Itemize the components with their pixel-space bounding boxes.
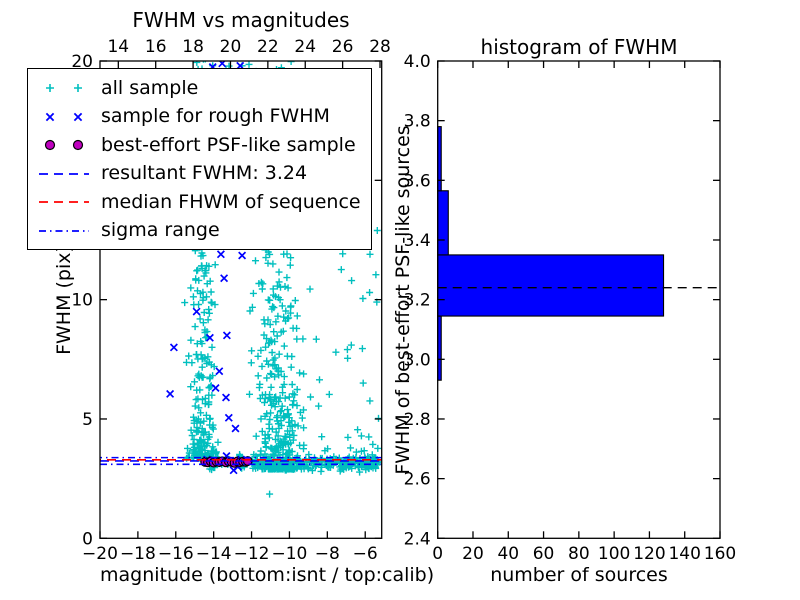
left-xtick-label: −20	[82, 544, 118, 564]
legend-marker-plus-icon	[46, 84, 82, 93]
right-ytick-label: 3.6	[404, 171, 431, 191]
left-xtick-label: −12	[234, 544, 270, 564]
left-xtick-label: −16	[158, 544, 194, 564]
right-xtick-label: 100	[598, 544, 630, 564]
right-ytick-label: 2.4	[404, 529, 431, 549]
legend-marker-circle-icon	[44, 140, 84, 151]
left-plot-ylabel: FWHM (pix)	[53, 245, 75, 355]
right-ytick-label: 2.8	[404, 410, 431, 430]
right-ytick-label: 3.2	[404, 291, 431, 311]
legend-marker-dashdot-icon	[39, 229, 89, 232]
legend-item-label: median FHWM of sequence	[101, 190, 361, 213]
left-top-xtick-label: 14	[107, 37, 129, 57]
left-plot-xlabel: magnitude (bottom:isnt / top:calib)	[100, 564, 435, 586]
right-ytick-label: 3.4	[404, 231, 431, 251]
left-plot-axes	[99, 60, 383, 539]
left-top-xtick-label: 24	[294, 37, 316, 57]
left-ytick-label: 10	[71, 291, 93, 311]
right-xtick-label: 40	[497, 544, 519, 564]
left-xtick-label: −8	[315, 544, 340, 564]
left-xtick-label: −10	[271, 544, 307, 564]
legend-item: all sample	[36, 74, 363, 103]
legend-item: resultant FWHM: 3.24	[36, 160, 363, 189]
right-plot-title: histogram of FWHM	[480, 35, 678, 59]
left-ytick-label: 20	[71, 52, 93, 72]
legend-marker-dashed-icon	[39, 201, 89, 204]
legend-marker-dashed-icon	[39, 172, 89, 175]
left-top-xtick-label: 16	[145, 37, 167, 57]
left-ytick-label: 0	[82, 529, 93, 549]
right-ytick-label: 3.8	[404, 112, 431, 132]
legend-item-label: sigma range	[101, 219, 220, 242]
right-plot-axes	[437, 60, 721, 539]
left-xtick-label: −14	[196, 544, 232, 564]
legend-item: sample for rough FWHM	[36, 103, 363, 132]
right-plot-xlabel: number of sources	[490, 564, 668, 586]
hist-bar	[437, 190, 449, 256]
legend: all sample sample for rough FWHM best-effo…	[27, 68, 372, 250]
legend-item-label: resultant FWHM: 3.24	[101, 162, 308, 185]
left-top-xtick-label: 18	[182, 37, 204, 57]
right-xtick-label: 60	[533, 544, 555, 564]
legend-item-label: sample for rough FWHM	[101, 105, 330, 128]
left-plot-title: FWHM vs magnitudes	[132, 8, 350, 32]
right-plot-ylabel: FWHM of best-effort PSF-like sources	[392, 125, 414, 475]
left-xtick-label: −6	[353, 544, 378, 564]
right-ytick-label: 2.6	[404, 470, 431, 490]
legend-item-label: best-effort PSF-like sample	[101, 133, 356, 156]
left-xtick-label: −18	[120, 544, 156, 564]
left-ytick-label: 5	[82, 410, 93, 430]
right-xtick-label: 80	[568, 544, 590, 564]
right-ytick-label: 4.0	[404, 52, 431, 72]
left-plot-data	[100, 61, 382, 498]
left-top-xtick-label: 20	[220, 37, 242, 57]
right-ytick-label: 3.0	[404, 350, 431, 370]
right-xtick-label: 140	[668, 544, 700, 564]
left-top-xtick-label: 28	[369, 37, 391, 57]
legend-item: median FHWM of sequence	[36, 188, 363, 217]
right-xtick-label: 160	[704, 544, 736, 564]
left-top-xtick-label: 26	[332, 37, 354, 57]
legend-item: sigma range	[36, 217, 363, 246]
left-top-xtick-label: 22	[257, 37, 279, 57]
legend-item-label: all sample	[101, 76, 199, 99]
right-plot-data	[437, 126, 720, 381]
right-xtick-label: 120	[633, 544, 665, 564]
hist-bar	[437, 254, 665, 317]
right-xtick-label: 0	[432, 544, 443, 564]
legend-marker-x-icon	[45, 112, 83, 121]
legend-item: best-effort PSF-like sample	[36, 131, 363, 160]
right-xtick-label: 20	[462, 544, 484, 564]
